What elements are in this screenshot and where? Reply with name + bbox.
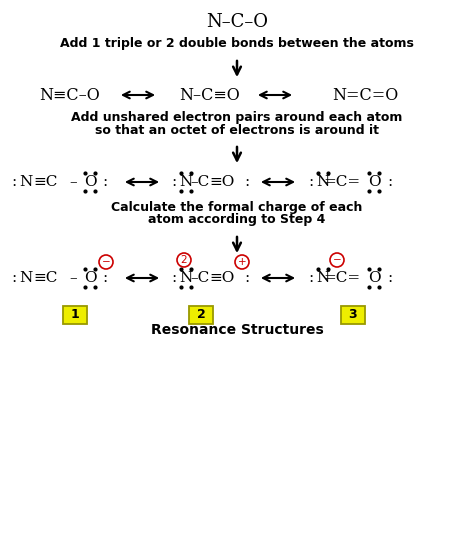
- Text: 1: 1: [71, 309, 79, 322]
- Text: :: :: [102, 271, 108, 285]
- Text: –: –: [69, 175, 77, 189]
- Text: 2: 2: [181, 255, 187, 265]
- Text: so that an octet of electrons is around it: so that an octet of electrons is around …: [95, 123, 379, 137]
- Text: 2: 2: [197, 309, 205, 322]
- Text: :: :: [387, 175, 392, 189]
- Text: ≡O: ≡O: [210, 175, 235, 189]
- Text: −: −: [333, 255, 341, 265]
- Text: ≡C: ≡C: [34, 175, 58, 189]
- FancyBboxPatch shape: [189, 306, 213, 324]
- Text: O: O: [368, 175, 380, 189]
- Text: =C=: =C=: [323, 271, 361, 285]
- Text: O: O: [368, 271, 380, 285]
- Text: O: O: [84, 175, 96, 189]
- Text: :: :: [102, 175, 108, 189]
- Text: N≡C–O: N≡C–O: [40, 86, 100, 103]
- Text: N: N: [19, 175, 33, 189]
- Text: :: :: [172, 175, 177, 189]
- Text: N: N: [179, 175, 192, 189]
- Text: 3: 3: [349, 309, 357, 322]
- Text: :: :: [11, 271, 17, 285]
- Text: :: :: [245, 271, 250, 285]
- Text: :: :: [309, 271, 314, 285]
- Text: –C: –C: [191, 175, 210, 189]
- FancyBboxPatch shape: [341, 306, 365, 324]
- Text: =C=: =C=: [323, 175, 361, 189]
- Text: ≡O: ≡O: [210, 271, 235, 285]
- Text: Calculate the formal charge of each: Calculate the formal charge of each: [111, 202, 363, 214]
- Text: Add unshared electron pairs around each atom: Add unshared electron pairs around each …: [71, 111, 403, 124]
- FancyBboxPatch shape: [63, 306, 87, 324]
- Text: N–C–O: N–C–O: [206, 13, 268, 31]
- Text: Resonance Structures: Resonance Structures: [151, 323, 323, 337]
- Text: :: :: [245, 175, 250, 189]
- Text: N: N: [19, 271, 33, 285]
- Text: N=C=O: N=C=O: [332, 86, 398, 103]
- Text: –C: –C: [191, 271, 210, 285]
- Text: N: N: [316, 175, 329, 189]
- Text: Add 1 triple or 2 double bonds between the atoms: Add 1 triple or 2 double bonds between t…: [60, 38, 414, 50]
- Text: :: :: [11, 175, 17, 189]
- Text: O: O: [84, 271, 96, 285]
- Text: :: :: [387, 271, 392, 285]
- Text: −: −: [101, 257, 110, 267]
- Text: :: :: [172, 271, 177, 285]
- Text: +: +: [237, 257, 246, 267]
- Text: N: N: [179, 271, 192, 285]
- Text: –: –: [69, 271, 77, 285]
- Text: :: :: [309, 175, 314, 189]
- Text: ≡C: ≡C: [34, 271, 58, 285]
- Text: N–C≡O: N–C≡O: [180, 86, 240, 103]
- Text: atom according to Step 4: atom according to Step 4: [148, 213, 326, 227]
- Text: N: N: [316, 271, 329, 285]
